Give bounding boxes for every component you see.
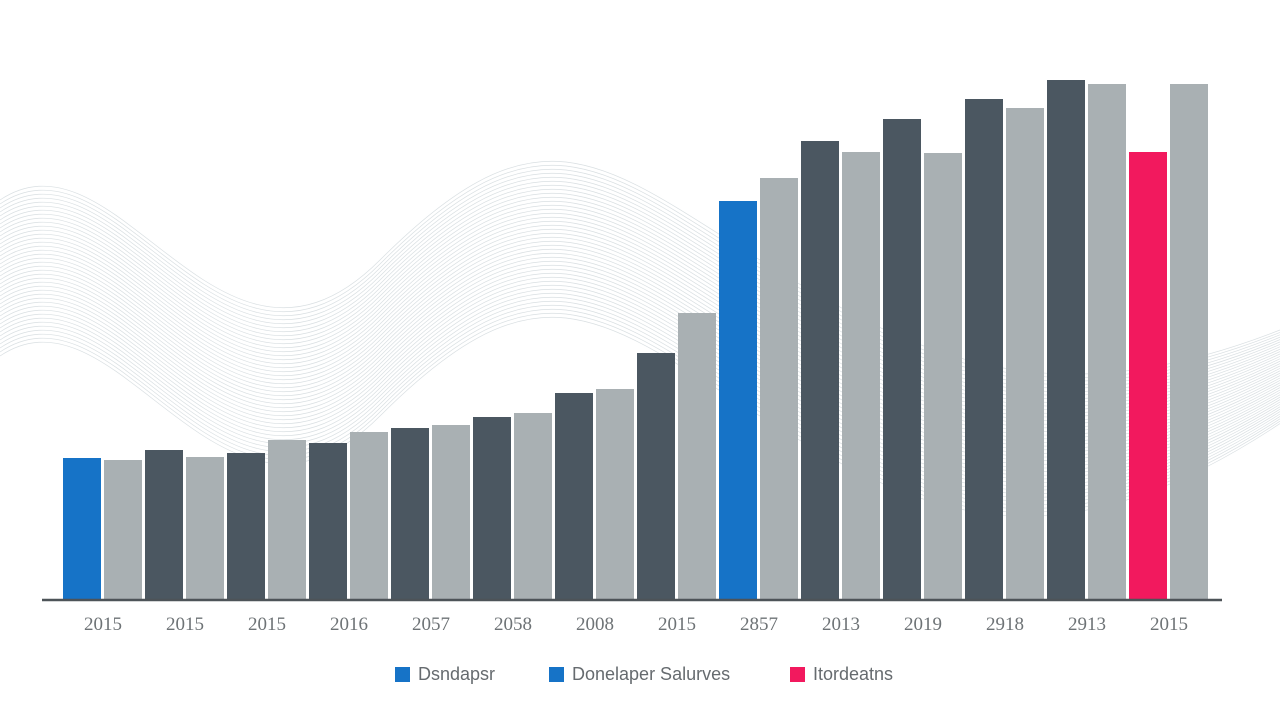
- legend-item-2: Donelaper Salurves: [549, 664, 730, 685]
- legend-swatch: [549, 667, 564, 682]
- bar-10-0: [883, 119, 921, 600]
- bar-9-1: [842, 152, 880, 600]
- x-tick-label: 2058: [494, 614, 532, 635]
- x-tick-label: 2057: [412, 614, 450, 635]
- bar-7-0: [637, 353, 675, 600]
- bar-0-0: [63, 458, 101, 600]
- x-tick-label: 2918: [986, 614, 1024, 635]
- x-tick-label: 2013: [822, 614, 860, 635]
- x-tick-label: 2019: [904, 614, 942, 635]
- legend-item-3: Itordeatns: [790, 664, 893, 685]
- bar-9-0: [801, 141, 839, 600]
- x-tick-label: 2015: [248, 614, 286, 635]
- bar-4-0: [391, 428, 429, 600]
- bar-1-0: [145, 450, 183, 600]
- x-tick-labels: 2015 2015 2015 2016 2057 2058 2008 2015 2857 2013…: [84, 614, 1188, 635]
- bar-7-1: [678, 313, 716, 600]
- x-tick-label: 2857: [740, 614, 778, 635]
- bar-3-0: [309, 443, 347, 600]
- bar-0-1: [104, 460, 142, 600]
- legend-label: Itordeatns: [813, 664, 894, 684]
- bar-10-1: [924, 153, 962, 600]
- x-tick-label: 2015: [1150, 614, 1188, 635]
- bar-4-1: [432, 425, 470, 600]
- x-tick-label: 2015: [166, 614, 204, 635]
- bar-2-1: [268, 440, 306, 600]
- bar-11-0: [965, 99, 1003, 600]
- x-tick-label: 2008: [576, 614, 614, 635]
- bar-12-1: [1088, 84, 1126, 600]
- bar-5-1: [514, 413, 552, 600]
- x-tick-label: 2015: [658, 614, 696, 635]
- bar-8-0: [719, 201, 757, 600]
- bar-12-0: [1047, 80, 1085, 600]
- legend-label: Donelaper Salurves: [572, 664, 731, 684]
- bar-3-1: [350, 432, 388, 600]
- bar-1-1: [186, 457, 224, 600]
- bar-13-0: [1129, 152, 1167, 600]
- legend-swatch: [790, 667, 805, 682]
- bar-5-0: [473, 417, 511, 600]
- bar-13-1: [1170, 84, 1208, 600]
- legend-label: Dsndapsr: [418, 664, 496, 684]
- bar-6-1: [596, 389, 634, 600]
- legend-swatch: [395, 667, 410, 682]
- bar-11-1: [1006, 108, 1044, 600]
- legend-item-1: Dsndapsr: [395, 664, 495, 685]
- bar-2-0: [227, 453, 265, 600]
- x-tick-label: 2913: [1068, 614, 1106, 635]
- x-tick-label: 2016: [330, 614, 368, 635]
- bars: [63, 80, 1208, 600]
- x-tick-label: 2015: [84, 614, 122, 635]
- bar-8-1: [760, 178, 798, 600]
- bar-6-0: [555, 393, 593, 600]
